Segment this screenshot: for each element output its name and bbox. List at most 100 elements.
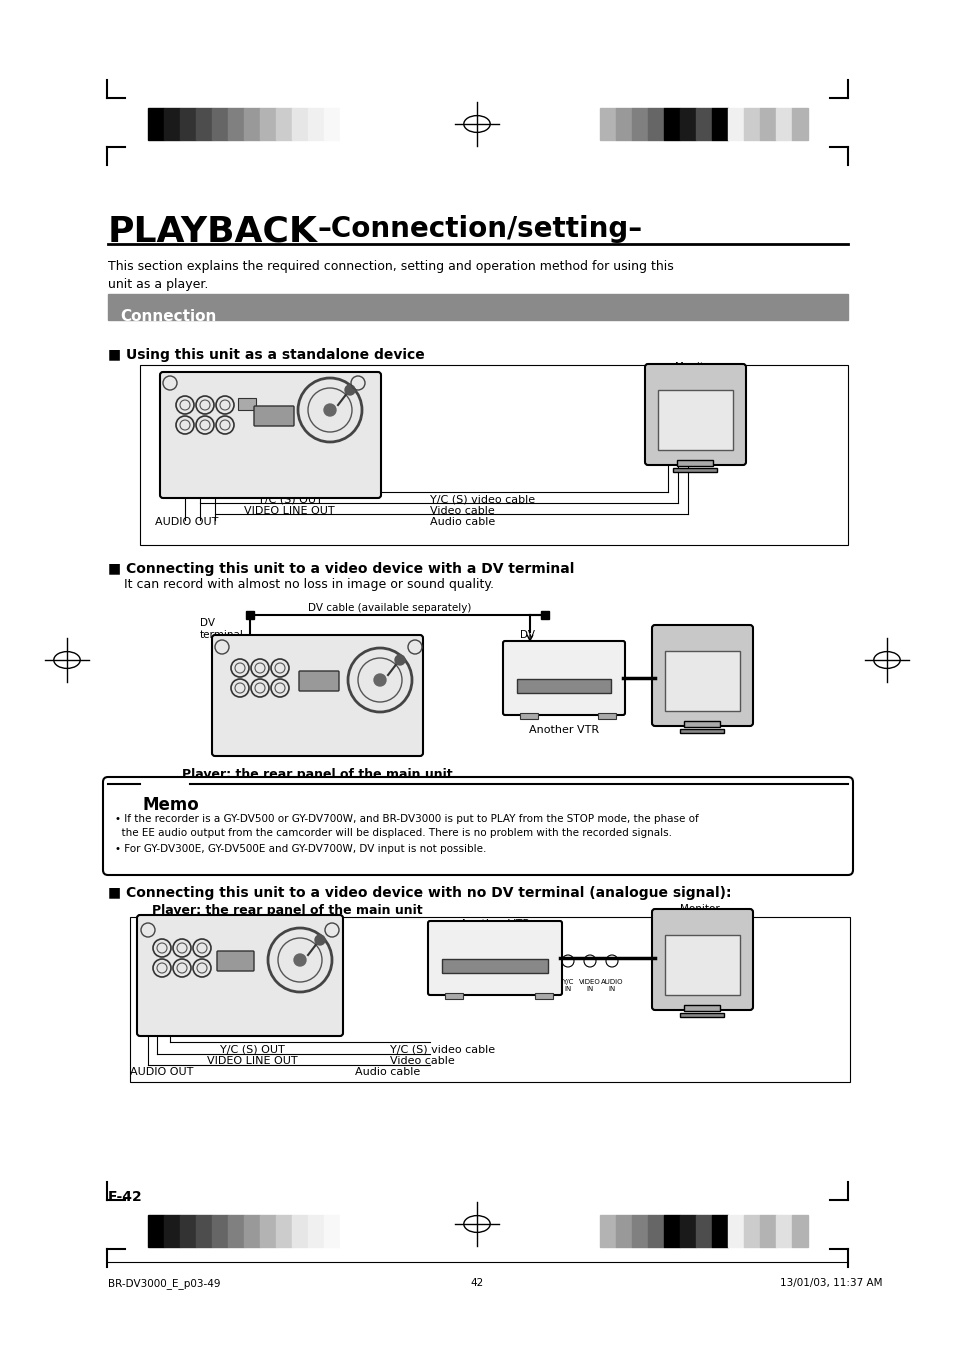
- Text: AUDIO
IN: AUDIO IN: [600, 979, 622, 992]
- FancyBboxPatch shape: [298, 671, 338, 690]
- Text: DV
terminal: DV terminal: [519, 630, 563, 651]
- FancyBboxPatch shape: [651, 909, 752, 1011]
- Bar: [727, 1215, 743, 1247]
- Bar: [696, 108, 711, 141]
- Bar: [540, 611, 548, 619]
- Bar: [677, 459, 712, 466]
- Text: This section explains the required connection, setting and operation method for : This section explains the required conne…: [108, 259, 673, 290]
- Text: • If the recorder is a GY-DV500 or GY-DV700W, and BR-DV3000 is put to PLAY from : • If the recorder is a GY-DV500 or GY-DV…: [115, 815, 698, 824]
- Text: VIDEO LINE OUT: VIDEO LINE OUT: [207, 1056, 297, 1066]
- Text: Another VTR: Another VTR: [528, 725, 598, 735]
- Bar: [743, 1215, 760, 1247]
- FancyBboxPatch shape: [216, 951, 253, 971]
- Bar: [743, 108, 760, 141]
- Text: Y/C
IN: Y/C IN: [561, 979, 573, 992]
- Bar: [339, 1215, 355, 1247]
- Bar: [108, 295, 847, 320]
- Text: Another VTR: Another VTR: [459, 919, 530, 929]
- Text: AUDIO OUT: AUDIO OUT: [130, 1067, 193, 1077]
- Bar: [599, 108, 616, 141]
- Text: It can record with almost no loss in image or sound quality.: It can record with almost no loss in ima…: [108, 578, 494, 590]
- Text: Video cable: Video cable: [390, 1056, 455, 1066]
- Bar: [140, 365, 847, 544]
- Bar: [647, 1215, 663, 1247]
- Bar: [631, 108, 647, 141]
- Bar: [244, 1215, 260, 1247]
- Text: DV cable (available separately): DV cable (available separately): [308, 603, 471, 613]
- Text: the EE audio output from the camcorder will be displaced. There is no problem wi: the EE audio output from the camcorder w…: [115, 828, 671, 838]
- FancyBboxPatch shape: [502, 640, 624, 715]
- Bar: [711, 108, 727, 141]
- Text: –Connection/setting–: –Connection/setting–: [317, 215, 642, 243]
- Text: Y/C (S) video cable: Y/C (S) video cable: [430, 494, 535, 504]
- Text: Monitor: Monitor: [675, 362, 714, 372]
- Circle shape: [314, 935, 325, 944]
- Bar: [444, 993, 462, 998]
- Text: Monitor: Monitor: [679, 904, 720, 915]
- Text: DV
terminal: DV terminal: [200, 617, 244, 639]
- Text: BR-DV3000_E_p03-49: BR-DV3000_E_p03-49: [108, 1278, 220, 1289]
- Bar: [791, 108, 807, 141]
- Bar: [775, 108, 791, 141]
- Bar: [244, 108, 260, 141]
- Bar: [683, 1005, 720, 1011]
- Bar: [663, 1215, 679, 1247]
- FancyBboxPatch shape: [103, 777, 852, 875]
- Bar: [647, 108, 663, 141]
- Bar: [308, 1215, 324, 1247]
- Bar: [260, 1215, 275, 1247]
- Circle shape: [374, 674, 386, 686]
- Bar: [180, 108, 195, 141]
- Bar: [292, 108, 308, 141]
- Bar: [683, 721, 720, 727]
- Text: Video cable: Video cable: [430, 507, 495, 516]
- FancyBboxPatch shape: [644, 363, 745, 465]
- Bar: [760, 1215, 775, 1247]
- Bar: [339, 108, 355, 141]
- Text: Player: the rear panel of the main unit: Player: the rear panel of the main unit: [181, 767, 452, 781]
- Bar: [616, 108, 631, 141]
- FancyBboxPatch shape: [212, 635, 422, 757]
- Bar: [228, 1215, 244, 1247]
- Bar: [616, 1215, 631, 1247]
- Bar: [308, 108, 324, 141]
- Bar: [180, 1215, 195, 1247]
- FancyBboxPatch shape: [428, 921, 561, 994]
- Bar: [598, 713, 616, 719]
- Bar: [696, 1215, 711, 1247]
- Text: Monitor: Monitor: [681, 624, 721, 634]
- Bar: [517, 680, 610, 693]
- Text: Y/C (S) OUT: Y/C (S) OUT: [257, 494, 322, 504]
- Bar: [775, 1215, 791, 1247]
- Bar: [164, 108, 180, 141]
- Circle shape: [294, 954, 306, 966]
- Bar: [679, 730, 723, 734]
- Text: AUDIO OUT: AUDIO OUT: [154, 517, 218, 527]
- Bar: [658, 390, 732, 450]
- Text: Audio cable: Audio cable: [430, 517, 495, 527]
- Bar: [679, 108, 696, 141]
- Bar: [599, 1215, 616, 1247]
- Bar: [679, 1013, 723, 1017]
- Text: Memo: Memo: [143, 796, 199, 815]
- Bar: [760, 108, 775, 141]
- Text: 42: 42: [470, 1278, 483, 1288]
- Bar: [324, 1215, 339, 1247]
- Text: Connection: Connection: [120, 309, 216, 324]
- Circle shape: [345, 385, 355, 394]
- Text: 13/01/03, 11:37 AM: 13/01/03, 11:37 AM: [780, 1278, 882, 1288]
- Text: • For GY-DV300E, GY-DV500E and GY-DV700W, DV input is not possible.: • For GY-DV300E, GY-DV500E and GY-DV700W…: [115, 844, 486, 854]
- Bar: [672, 467, 717, 471]
- FancyBboxPatch shape: [160, 372, 380, 499]
- Text: Audio cable: Audio cable: [355, 1067, 420, 1077]
- Bar: [212, 1215, 228, 1247]
- Circle shape: [324, 404, 335, 416]
- Bar: [246, 611, 253, 619]
- Bar: [164, 1215, 180, 1247]
- FancyBboxPatch shape: [137, 915, 343, 1036]
- FancyBboxPatch shape: [651, 626, 752, 725]
- Bar: [275, 108, 292, 141]
- Bar: [228, 108, 244, 141]
- Bar: [679, 1215, 696, 1247]
- Bar: [519, 713, 537, 719]
